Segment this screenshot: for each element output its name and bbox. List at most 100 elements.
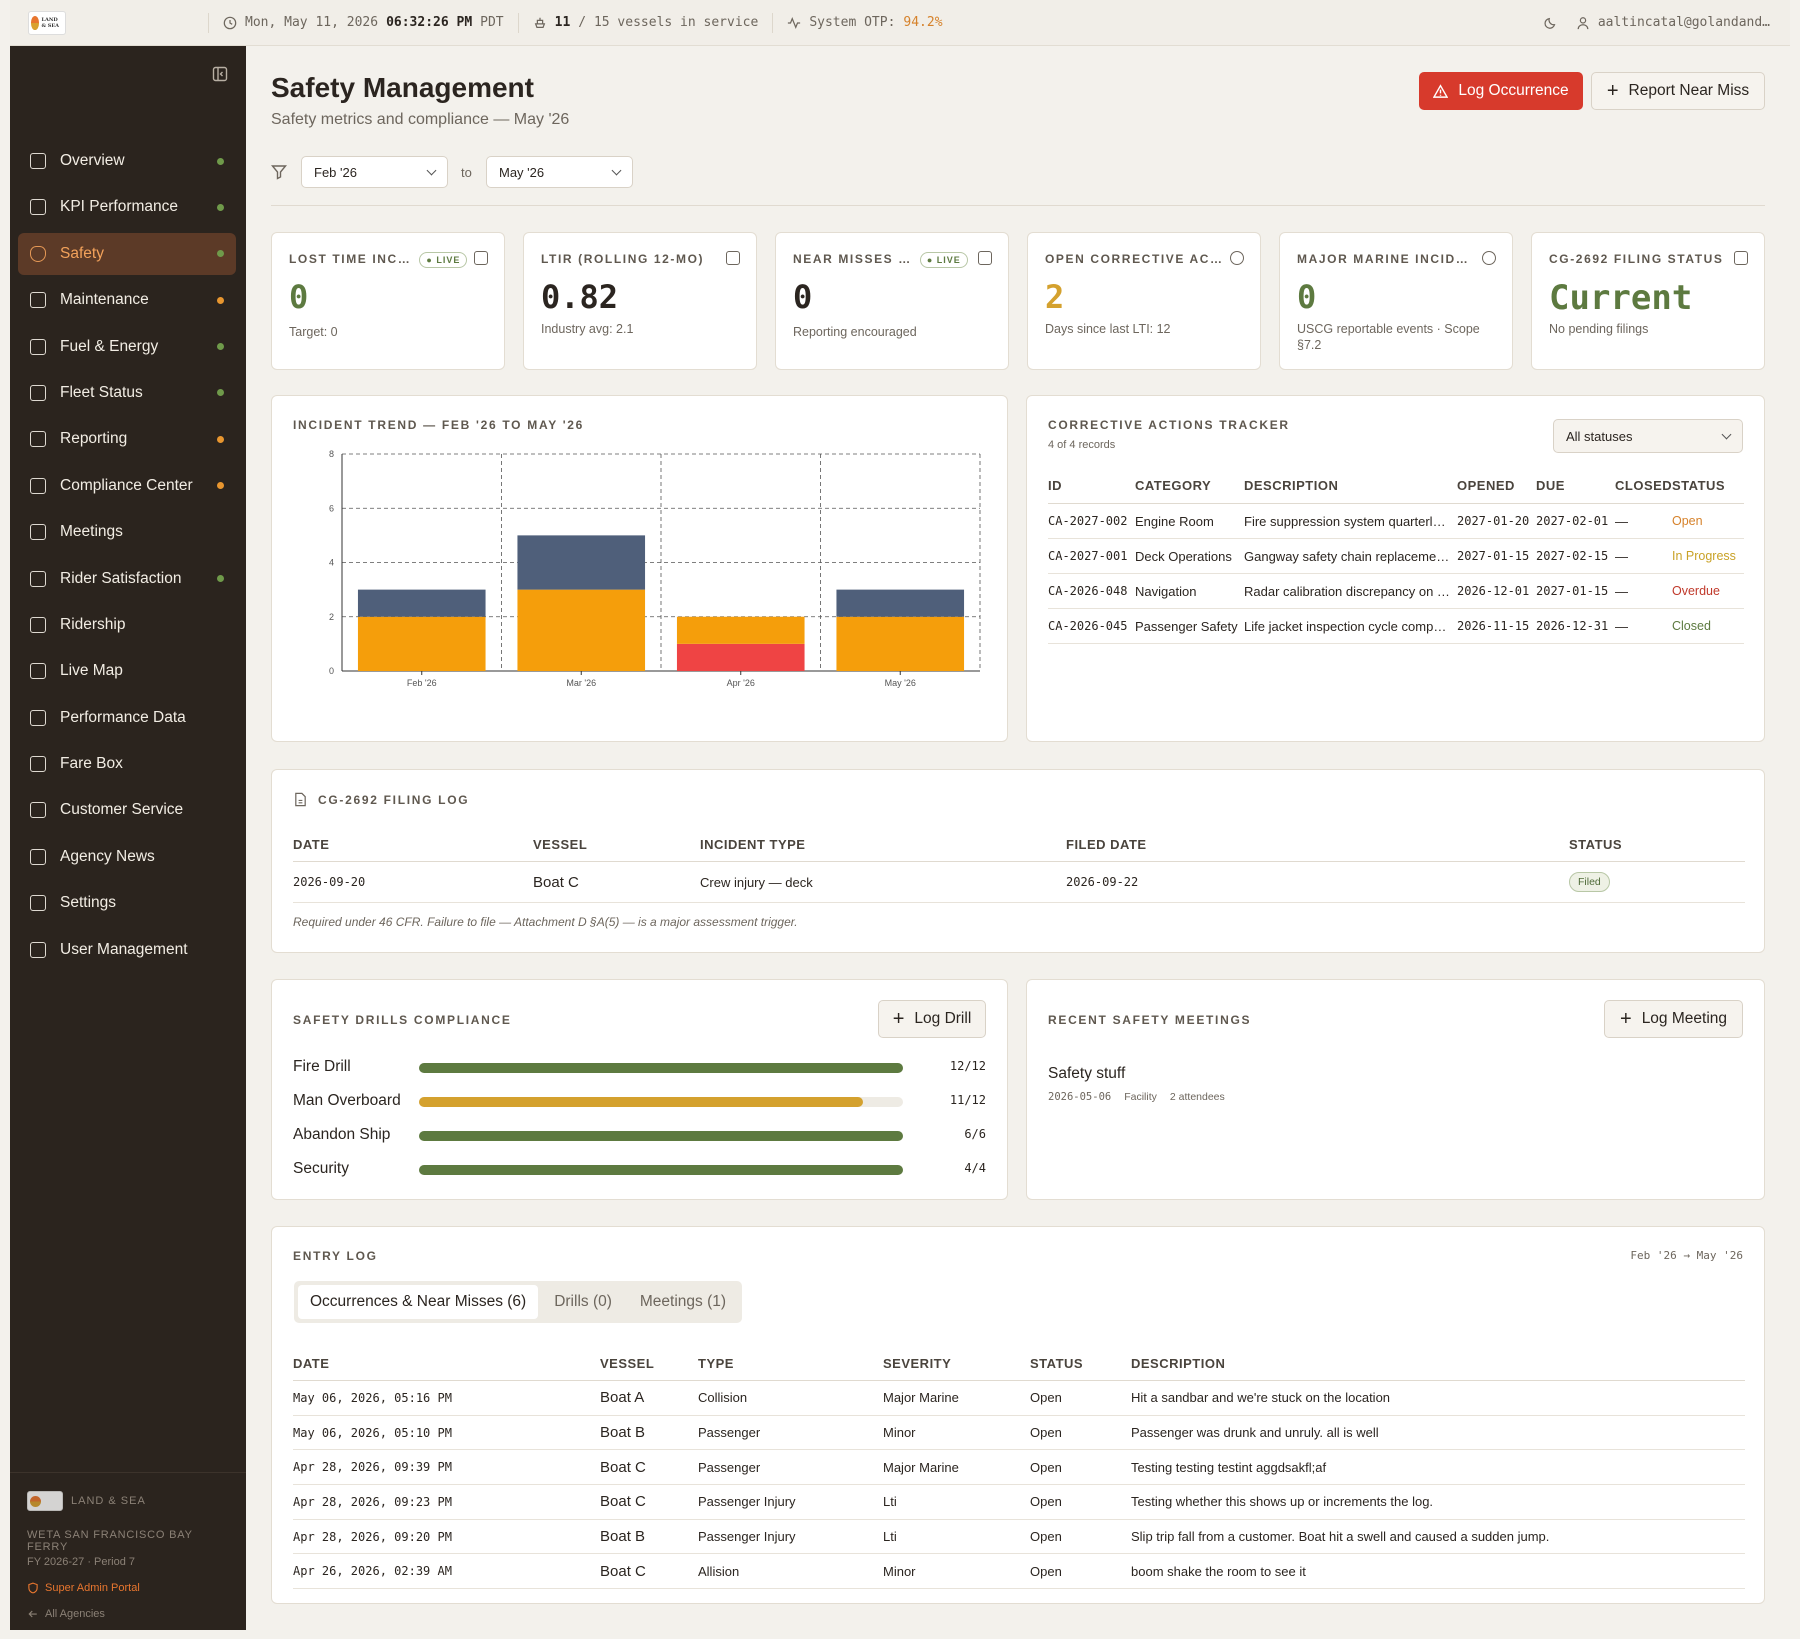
kpi-value: 0 xyxy=(1297,278,1317,316)
table-row[interactable]: May 06, 2026, 05:16 PM Boat A Collision Maj… xyxy=(293,1381,1745,1416)
drill-count: 4/4 xyxy=(964,1161,986,1175)
page-title: Safety Management xyxy=(271,72,534,103)
portal-link[interactable]: Super Admin Portal xyxy=(27,1582,229,1594)
cell-status: Closed xyxy=(1672,619,1711,633)
sidebar-item-label: Fuel & Energy xyxy=(60,337,159,355)
sidebar-item-live-map[interactable]: Live Map xyxy=(18,650,236,692)
entry-log-range: Feb '26 → May '26 xyxy=(1630,1249,1743,1262)
sidebar-item-fleet-status[interactable]: Fleet Status xyxy=(18,372,236,414)
table-row[interactable]: CA-2026-045 Passenger Safety Life jacket i… xyxy=(1048,609,1744,644)
sidebar-item-reporting[interactable]: Reporting xyxy=(18,418,236,460)
drill-progress-fill xyxy=(419,1097,863,1107)
sidebar-item-fuel-energy[interactable]: Fuel & Energy xyxy=(18,326,236,368)
tab-drills[interactable]: Drills (0) xyxy=(554,1293,612,1310)
column-header: STATUS xyxy=(1030,1356,1084,1371)
kpi-label-text: LOST TIME INC… xyxy=(289,252,412,266)
drill-label: Fire Drill xyxy=(293,1058,351,1075)
table-row[interactable]: CA-2026-048 Navigation Radar calibration d… xyxy=(1048,574,1744,609)
corrective-table: ID CATEGORY DESCRIPTION OPENED DUE CLOSED STAT… xyxy=(1048,468,1744,644)
cell-type: Crew injury — deck xyxy=(700,874,813,890)
tab-occurrences[interactable]: Occurrences & Near Misses (6) xyxy=(298,1285,539,1319)
kpi-card: MAJOR MARINE INCID… 0 USCG reportable even… xyxy=(1279,232,1513,370)
status-filter-value: All statuses xyxy=(1566,428,1633,444)
cell-category: Deck Operations xyxy=(1135,548,1232,564)
main-content: Safety Management Safety metrics and com… xyxy=(246,46,1790,1630)
divider xyxy=(271,205,1765,206)
status-dot xyxy=(217,296,224,304)
sidebar: Overview KPI Performance Safety Maintenance… xyxy=(10,46,246,1630)
sidebar-item-overview[interactable]: Overview xyxy=(18,140,236,182)
cell-severity: Lti xyxy=(883,1494,897,1510)
kpi-card: CG-2692 FILING STATUS Current No pending f… xyxy=(1531,232,1765,370)
drill-count: 11/12 xyxy=(949,1093,986,1107)
live-badge: ● LIVE xyxy=(919,252,968,268)
log-occurrence-label: Log Occurrence xyxy=(1458,82,1569,99)
table-row[interactable]: Apr 28, 2026, 09:23 PM Boat C Passenger In… xyxy=(293,1485,1745,1520)
ship-icon xyxy=(534,17,545,28)
sidebar-item-maintenance[interactable]: Maintenance xyxy=(18,279,236,321)
cell-due: 2027-02-15 xyxy=(1536,549,1609,563)
from-month-select[interactable]: Feb '26 xyxy=(301,156,448,188)
sidebar-item-performance-data[interactable]: Performance Data xyxy=(18,697,236,739)
divider xyxy=(208,12,209,33)
table-row[interactable]: CA-2027-002 Engine Room Fire suppression s… xyxy=(1048,504,1744,539)
otp-label: System OTP: xyxy=(809,15,896,30)
report-near-miss-button[interactable]: + Report Near Miss xyxy=(1591,72,1765,110)
user-menu[interactable]: aaltincatal@golandand… xyxy=(1576,15,1770,30)
collapse-sidebar-icon[interactable] xyxy=(212,66,228,82)
sidebar-item-agency-news[interactable]: Agency News xyxy=(18,836,236,878)
kpi-label: CG-2692 FILING STATUS xyxy=(1549,252,1724,266)
cell-vessel: Boat C xyxy=(600,1493,646,1511)
table-row[interactable]: Apr 28, 2026, 09:20 PM Boat B Passenger In… xyxy=(293,1520,1745,1555)
kpi-label: LOST TIME INC… ● LIVE xyxy=(289,252,468,268)
table-row[interactable]: May 06, 2026, 05:10 PM Boat B Passenger Min… xyxy=(293,1416,1745,1451)
table-row[interactable]: CA-2027-001 Deck Operations Gangway safety… xyxy=(1048,539,1744,574)
sidebar-item-meetings[interactable]: Meetings xyxy=(18,511,236,553)
table-row[interactable]: Apr 28, 2026, 09:39 PM Boat C Passenger Maj… xyxy=(293,1450,1745,1486)
tab-meetings[interactable]: Meetings (1) xyxy=(639,1293,727,1310)
status-filter-select[interactable]: All statuses xyxy=(1553,419,1743,453)
cell-opened: 2027-01-15 xyxy=(1457,549,1530,563)
column-header: VESSEL xyxy=(533,837,588,852)
sidebar-item-user-management[interactable]: User Management xyxy=(18,929,236,971)
y-tick-label: 2 xyxy=(329,612,334,622)
brand-logo[interactable]: LAND & SEA xyxy=(28,10,66,35)
cell-date: May 06, 2026, 05:10 PM xyxy=(293,1425,452,1440)
sidebar-item-ridership[interactable]: Ridership xyxy=(18,604,236,646)
sidebar-nav: Overview KPI Performance Safety Maintenance… xyxy=(18,140,236,975)
status-dot xyxy=(217,482,224,490)
meeting-item[interactable]: Safety stuff 2026-05-06 Facility 2 atten… xyxy=(1048,1065,1225,1103)
log-occurrence-button[interactable]: Log Occurrence xyxy=(1419,72,1583,110)
sidebar-item-rider-satisfaction[interactable]: Rider Satisfaction xyxy=(18,558,236,600)
live-text: LIVE xyxy=(936,255,961,265)
compliance-center-icon xyxy=(30,477,46,494)
meeting-title: Safety stuff xyxy=(1048,1065,1126,1082)
sidebar-item-settings[interactable]: Settings xyxy=(18,882,236,924)
cell-due: 2027-01-15 xyxy=(1536,584,1609,598)
column-header: DATE xyxy=(293,1356,330,1371)
drill-label: Security xyxy=(293,1160,349,1177)
table-row[interactable]: 2026-09-20 Boat C Crew injury — deck 2026-0… xyxy=(293,862,1745,903)
sidebar-item-kpi-performance[interactable]: KPI Performance xyxy=(18,186,236,228)
sidebar-item-customer-service[interactable]: Customer Service xyxy=(18,789,236,831)
cell-vessel: Boat C xyxy=(600,1458,646,1476)
kpi-label-text: LTIR (ROLLING 12-MO) xyxy=(541,252,705,266)
kpi-value: 2 xyxy=(1045,278,1065,316)
status-dot xyxy=(217,389,224,397)
to-month-select[interactable]: May '26 xyxy=(486,156,633,188)
sidebar-item-fare-box[interactable]: Fare Box xyxy=(18,743,236,785)
column-header: DUE xyxy=(1536,478,1565,493)
moon-icon[interactable] xyxy=(1544,16,1558,30)
all-agencies-link[interactable]: All Agencies xyxy=(27,1608,229,1620)
log-meeting-button[interactable]: + Log Meeting xyxy=(1604,1000,1743,1038)
table-row[interactable]: Apr 26, 2026, 02:39 AM Boat C Allision Mino… xyxy=(293,1554,1745,1590)
vessels-count: 11 xyxy=(554,15,571,30)
incident-trend-title: INCIDENT TREND — FEB '26 TO MAY '26 xyxy=(293,418,585,432)
clock-icon xyxy=(223,16,237,29)
kpi-label: LTIR (ROLLING 12-MO) xyxy=(541,252,704,266)
meeting-date: 2026-05-06 xyxy=(1048,1091,1112,1103)
sidebar-item-safety[interactable]: Safety xyxy=(18,232,236,275)
log-drill-button[interactable]: + Log Drill xyxy=(878,1000,986,1038)
cell-type: Passenger Injury xyxy=(698,1494,796,1510)
sidebar-item-compliance-center[interactable]: Compliance Center xyxy=(18,465,236,507)
